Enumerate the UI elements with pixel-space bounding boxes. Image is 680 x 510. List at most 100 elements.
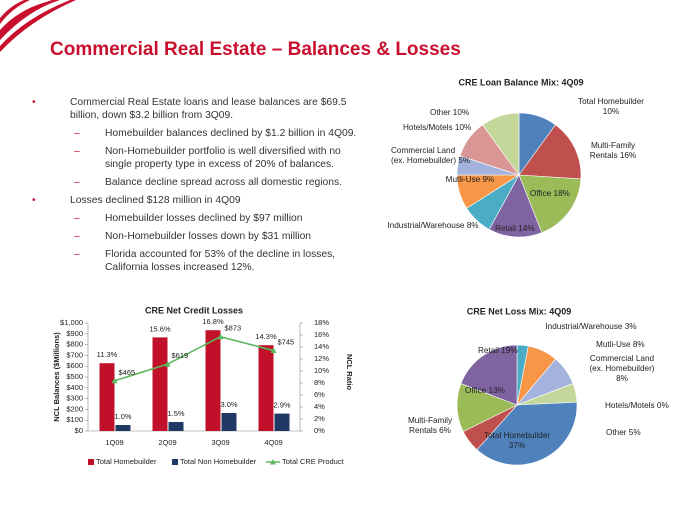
slice-category: Retail — [478, 346, 499, 355]
slice-value-label: 19% — [501, 346, 518, 355]
slice-category: Hotels/Motels — [605, 401, 655, 410]
slice-value-label: 10% — [454, 123, 472, 132]
bar — [205, 330, 221, 431]
y2-tick-label: 16% — [314, 330, 329, 339]
bar — [115, 425, 131, 431]
slice-label: Hotels/Motels 0% — [605, 401, 680, 411]
slice-category: Office — [530, 189, 552, 198]
x-tick-label: 1Q09 — [105, 438, 123, 447]
y2-tick-label: 2% — [314, 414, 325, 423]
y-tick-label: $0 — [75, 426, 83, 435]
data-label: 11.3% — [97, 350, 118, 359]
slice-label: Other 5% — [606, 428, 666, 438]
legend-swatch — [88, 459, 94, 465]
slice-category: Industrial/Warehouse — [387, 221, 465, 230]
sub-bullet: Non-Homebuilder portfolio is well divers… — [30, 145, 370, 171]
slice-value-label: 8% — [616, 374, 628, 383]
bullet: Commercial Real Estate loans and lease b… — [30, 96, 370, 122]
slice-label: Other 10% — [430, 108, 500, 118]
slice-category: Other — [606, 428, 627, 437]
y-tick-label: $900 — [66, 329, 83, 338]
slice-label: Retail 19% — [478, 346, 538, 356]
data-label: 3.0% — [220, 400, 237, 409]
y2-tick-label: 10% — [314, 366, 329, 375]
slice-label: Mutli-Use 8% — [596, 340, 666, 350]
slice-label: Retail 14% — [495, 224, 555, 234]
y-tick-label: $100 — [66, 415, 83, 424]
line-marker — [164, 361, 171, 367]
data-label: $745 — [278, 338, 295, 347]
chart-title: CRE Loan Balance Mix: 4Q09 — [458, 77, 583, 87]
pie-slice — [488, 174, 543, 238]
y-tick-label: $600 — [66, 361, 83, 370]
slice-value-label: 5% — [628, 428, 641, 437]
y-tick-label: $400 — [66, 383, 83, 392]
slice-value-label: 0% — [656, 401, 669, 410]
slice-value-label: 18% — [553, 189, 570, 198]
pie-slice — [482, 112, 520, 176]
slice-value-label: 37% — [508, 441, 526, 450]
data-label: 1.5% — [167, 409, 184, 418]
slice-label: Commercial Land (ex. Homebuilder) 8% — [585, 354, 659, 384]
chart-title: CRE Net Loss Mix: 4Q09 — [467, 306, 572, 316]
data-label: 2.9% — [273, 401, 290, 410]
data-label: $619 — [172, 351, 189, 360]
y2-tick-label: 14% — [314, 342, 329, 351]
slice-category: Total Homebuilder — [578, 97, 644, 106]
y-tick-label: $1,000 — [60, 318, 83, 327]
slice-label: Multi-Family Rentals 6% — [400, 416, 460, 436]
bar — [99, 363, 115, 431]
y-tick-label: $300 — [66, 394, 83, 403]
data-label: $465 — [119, 368, 136, 377]
slice-category: Commercial Land (ex. Homebuilder) — [391, 146, 457, 165]
data-label: 14.3% — [255, 332, 277, 341]
slice-label: Multi-Family Rentals 16% — [584, 141, 642, 161]
y2-tick-label: 6% — [314, 390, 325, 399]
slice-value-label: 9% — [482, 175, 495, 184]
x-tick-label: 3Q09 — [211, 438, 229, 447]
slice-category: Total Homebuilder — [484, 431, 550, 440]
slice-category: Hotels/Motels — [403, 123, 453, 132]
slice-label: Industrial/Warehouse 8% — [386, 221, 481, 231]
slice-label: Commercial Land (ex. Homebuilder) 5% — [391, 146, 471, 166]
slice-value-label: 10% — [452, 108, 470, 117]
bar — [274, 413, 290, 431]
chart-title: CRE Net Credit Losses — [145, 305, 243, 315]
pie-slice — [518, 124, 582, 180]
slice-category: Office — [465, 386, 487, 395]
slice-value-label: 14% — [518, 224, 535, 233]
y-tick-label: $700 — [66, 350, 83, 359]
y-axis-label: NCL Balances ($Millions) — [52, 332, 61, 422]
bar — [258, 345, 274, 431]
data-label: 15.6% — [149, 324, 171, 333]
slice-label: Total Homebuilder 37% — [477, 431, 557, 451]
pie-slice — [518, 174, 582, 234]
legend-swatch — [172, 459, 178, 465]
slide-title: Commercial Real Estate – Balances & Loss… — [50, 39, 461, 60]
bar — [221, 413, 237, 431]
sub-bullet: Homebuilder losses declined by $97 milli… — [30, 212, 370, 225]
y-tick-label: $500 — [66, 372, 83, 381]
y2-tick-label: 0% — [314, 426, 325, 435]
pie-slice — [476, 401, 578, 466]
slice-value-label: 16% — [619, 151, 637, 160]
bullet: Losses declined $128 million in 4Q09 — [30, 194, 370, 207]
x-tick-label: 2Q09 — [158, 438, 176, 447]
data-label: 1.0% — [114, 412, 131, 421]
header-swoosh — [0, 0, 30, 24]
slice-label: Hotels/Motels 10% — [403, 123, 483, 133]
slice-category: Industrial/Warehouse — [545, 322, 623, 331]
y2-tick-label: 8% — [314, 378, 325, 387]
legend-label: Total Non Homebuilder — [180, 457, 257, 466]
data-label: 16.8% — [202, 317, 224, 326]
line-marker — [217, 333, 224, 340]
slice-value-label: 3% — [624, 322, 637, 331]
slice-label: Total Homebuilder 10% — [571, 97, 651, 117]
sub-bullet: Balance decline spread across all domest… — [30, 176, 370, 189]
y2-tick-label: 18% — [314, 318, 329, 327]
slice-label: Mutli-Use 9% — [445, 175, 495, 185]
legend-label: Total CRE Product — [282, 457, 345, 466]
slice-label: Office 18% — [530, 189, 590, 199]
